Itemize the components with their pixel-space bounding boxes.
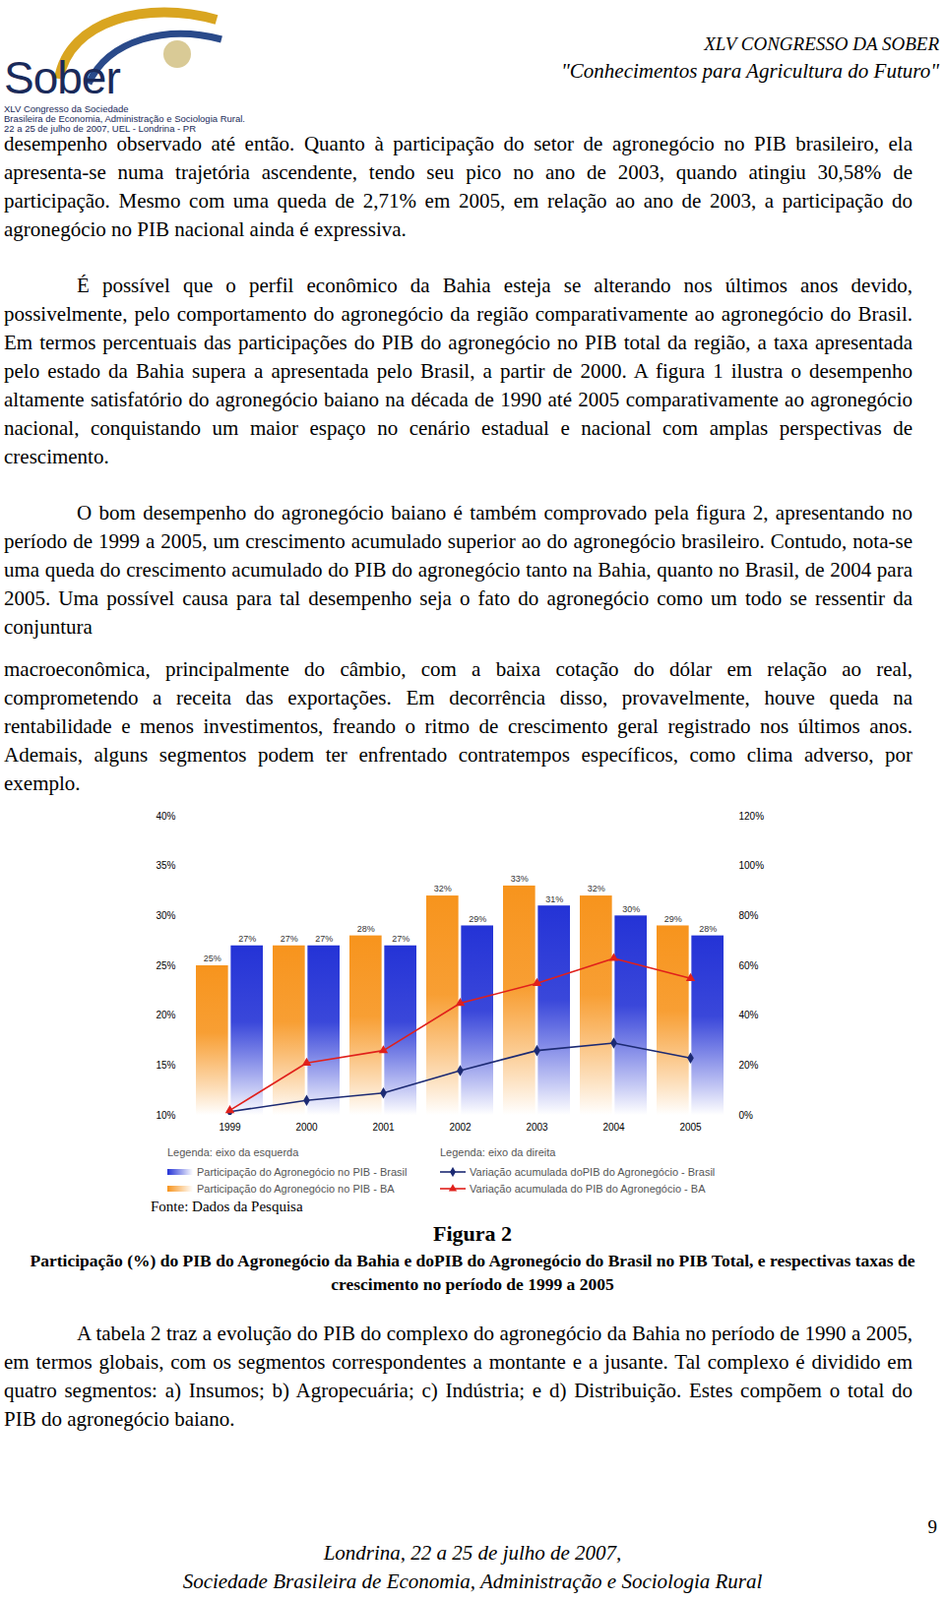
html-text:Sober: Sober bbox=[3, 52, 120, 104]
svg-text:32%: 32% bbox=[434, 883, 452, 894]
svg-text:31%: 31% bbox=[545, 894, 564, 905]
html-text:Fonte: Dados da Pesquisa: Fonte: Dados da Pesquisa bbox=[150, 1198, 303, 1215]
svg-text:30%: 30% bbox=[155, 910, 176, 922]
svg-text:29%: 29% bbox=[468, 914, 487, 925]
svg-text:1999: 1999 bbox=[218, 1122, 242, 1134]
html-text:Londrina, 22 a 25 de julho de: Londrina, 22 a 25 de julho de 2007, bbox=[323, 1541, 622, 1566]
html-text:Participação do Agronegócio no: Participação do Agronegócio no PIB - Bra… bbox=[196, 1165, 407, 1178]
html-text:Legenda: eixo da esquerda: Legenda: eixo da esquerda bbox=[167, 1146, 299, 1159]
svg-text:25%: 25% bbox=[203, 953, 222, 964]
html-text:22 a 25 de julho de 2007, UEL: 22 a 25 de julho de 2007, UEL - Londrina… bbox=[3, 123, 196, 134]
svg-text:120%: 120% bbox=[739, 811, 765, 822]
svg-text:27%: 27% bbox=[280, 934, 299, 945]
svg-text:2004: 2004 bbox=[602, 1122, 626, 1134]
svg-text:2001: 2001 bbox=[372, 1122, 395, 1134]
svg-text:10%: 10% bbox=[155, 1110, 176, 1122]
svg-text:30%: 30% bbox=[622, 904, 640, 915]
svg-text:27%: 27% bbox=[238, 934, 256, 945]
svg-text:15%: 15% bbox=[155, 1060, 176, 1071]
svg-text:60%: 60% bbox=[739, 960, 759, 972]
svg-text:0%: 0% bbox=[739, 1110, 755, 1122]
svg-text:20%: 20% bbox=[739, 1060, 759, 1071]
svg-text:2002: 2002 bbox=[448, 1122, 472, 1134]
svg-text:27%: 27% bbox=[315, 934, 333, 945]
html-text:desempenho observado até então: desempenho observado até então. Quanto à… bbox=[3, 131, 913, 242]
html-text:A tabela 2 traz a evolução do: A tabela 2 traz a evolução do PIB do com… bbox=[3, 1322, 913, 1432]
html-text:Legenda: eixo da direita: Legenda: eixo da direita bbox=[440, 1146, 556, 1159]
svg-text:80%: 80% bbox=[739, 910, 759, 922]
html-text:Sociedade Brasileira de Econom: Sociedade Brasileira de Economia, Admini… bbox=[182, 1570, 763, 1594]
svg-text:40%: 40% bbox=[155, 811, 176, 822]
svg-text:2005: 2005 bbox=[679, 1122, 702, 1134]
html-text:macroeconômica, principalmente: macroeconômica, principalmente do câmbio… bbox=[3, 657, 913, 796]
html-text:É possível que o perfil econôm: É possível que o perfil econômico da Bah… bbox=[3, 273, 913, 469]
html-text:Variação acumulada do PIB do A: Variação acumulada do PIB do Agronegócio… bbox=[469, 1182, 706, 1195]
svg-text:20%: 20% bbox=[155, 1009, 176, 1021]
svg-text:28%: 28% bbox=[698, 924, 717, 935]
svg-text:27%: 27% bbox=[391, 934, 410, 945]
html-text:9: 9 bbox=[927, 1516, 938, 1538]
html-text:XLV CONGRESSO DA SOBER: XLV CONGRESSO DA SOBER bbox=[704, 33, 940, 55]
svg-text:2000: 2000 bbox=[295, 1122, 318, 1134]
svg-text:40%: 40% bbox=[739, 1009, 759, 1021]
html-text:O bom desempenho do agronegóci: O bom desempenho do agronegócio baiano é… bbox=[3, 501, 913, 639]
svg-text:100%: 100% bbox=[739, 860, 765, 872]
html-text:"Conhecimentos para Agricultur: "Conhecimentos para Agricultura do Futur… bbox=[561, 59, 940, 83]
svg-text:2003: 2003 bbox=[525, 1122, 549, 1134]
html-text:XLV Congresso da Sociedade: XLV Congresso da Sociedade bbox=[3, 103, 129, 115]
svg-text:35%: 35% bbox=[155, 860, 176, 872]
html-text:Figura 2: Figura 2 bbox=[433, 1221, 512, 1247]
svg-text:32%: 32% bbox=[587, 883, 606, 894]
svg-text:29%: 29% bbox=[664, 914, 683, 925]
html-text:Variação acumulada doPIB do Ag: Variação acumulada doPIB do Agronegócio … bbox=[469, 1165, 715, 1178]
svg-text:28%: 28% bbox=[357, 924, 376, 935]
svg-text:25%: 25% bbox=[155, 960, 176, 972]
html-text:Brasileira de Economia, Admini: Brasileira de Economia, Administração e … bbox=[3, 113, 246, 125]
svg-text:33%: 33% bbox=[510, 874, 529, 884]
html-text:Participação (%) do PIB do Agr: Participação (%) do PIB do Agronegócio d… bbox=[30, 1251, 915, 1295]
html-text:Participação do Agronegócio no: Participação do Agronegócio no PIB - BA bbox=[196, 1182, 395, 1195]
